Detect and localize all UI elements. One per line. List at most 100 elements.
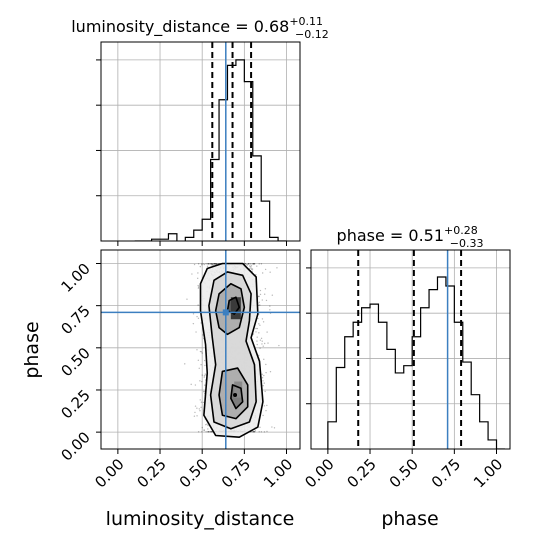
x-tick-labels: 0.00 0.25 0.50 0.75 1.00	[301, 455, 506, 491]
sample-point	[262, 321, 265, 323]
sample-point	[271, 294, 274, 296]
contour-line	[226, 296, 241, 315]
title-plus: +0.11	[289, 15, 323, 28]
title-median: 0.68	[254, 17, 290, 36]
sample-point	[247, 263, 250, 265]
sample-point	[207, 263, 209, 265]
quantile-lines	[357, 250, 463, 449]
sample-point	[196, 277, 199, 280]
sample-point	[199, 350, 202, 353]
sample-point	[265, 363, 267, 366]
histogram-tail-path	[134, 233, 178, 241]
sample-point	[210, 263, 213, 265]
sample-point	[269, 309, 271, 311]
sample-point	[215, 263, 217, 265]
sample-point	[259, 324, 261, 327]
sample-point	[265, 299, 268, 302]
sample-point	[201, 264, 203, 266]
sample-point	[258, 354, 260, 356]
sample-point	[197, 272, 199, 274]
sample-point	[250, 265, 253, 267]
x-axis-label-phase: phase	[381, 508, 438, 530]
sample-point	[209, 263, 212, 265]
sample-point	[190, 383, 192, 386]
sample-point	[252, 333, 255, 335]
sample-point	[246, 263, 248, 266]
posterior-2d-panel: 0.00 0.25 0.50 0.75 1.00 0.000.250.500.751.0…	[21, 249, 301, 530]
y-tick-labels: 0.00 0.25 0.50 0.75 1.00	[57, 260, 93, 465]
sample-point	[212, 264, 214, 266]
sample-point	[193, 415, 196, 417]
sample-point	[252, 263, 254, 265]
sample-point	[266, 331, 268, 333]
title-minus: −0.33	[450, 237, 484, 250]
sample-point	[263, 358, 265, 361]
sample-point	[197, 284, 199, 287]
density-peak	[234, 381, 243, 398]
sample-point	[265, 371, 267, 374]
sample-point	[246, 264, 248, 266]
sample-point	[202, 334, 204, 336]
tick-marks	[96, 262, 288, 454]
sample-point	[197, 286, 200, 288]
x-tick-label: 0.75	[428, 455, 464, 491]
sample-point	[201, 431, 203, 433]
sample-point	[261, 373, 263, 375]
sample-point	[261, 318, 264, 320]
y-tick-label: 0.50	[57, 344, 93, 380]
luminosity-distance-hist-panel: luminosity_distance = 0.68+0.11 −0.12	[71, 15, 329, 246]
sample-point	[201, 380, 203, 383]
histogram-step	[327, 276, 505, 449]
sample-point	[197, 287, 200, 289]
sample-point	[201, 352, 203, 354]
sample-point	[203, 391, 205, 393]
sample-point	[251, 268, 254, 270]
sample-point	[215, 263, 217, 265]
sample-point	[200, 363, 202, 366]
contour-line	[218, 367, 249, 420]
panel-frame	[100, 249, 301, 450]
sample-point	[256, 336, 258, 338]
sample-point	[263, 293, 266, 295]
contour-lines	[199, 262, 264, 438]
sample-point	[269, 271, 271, 273]
x-tick-label: 0.50	[176, 455, 212, 491]
histogram-path	[327, 276, 505, 449]
sample-point	[203, 263, 206, 266]
sample-point	[210, 263, 212, 265]
sample-point	[258, 332, 260, 334]
y-tick-label: 1.00	[57, 260, 93, 296]
sample-point	[269, 371, 272, 373]
sample-point	[198, 367, 200, 369]
sample-point	[263, 382, 265, 384]
sample-point	[256, 327, 259, 330]
x-tick-label: 1.00	[260, 455, 296, 491]
sample-point	[196, 349, 198, 351]
sample-point	[256, 343, 258, 346]
sample-point	[196, 415, 198, 417]
sample-point	[253, 263, 255, 265]
sample-point	[197, 359, 200, 361]
sample-point	[259, 426, 261, 429]
sample-point	[261, 299, 264, 301]
sample-point	[250, 263, 252, 265]
sample-point	[200, 401, 203, 403]
sample-point	[244, 262, 247, 265]
sample-point	[257, 304, 260, 306]
sample-point	[263, 405, 266, 407]
histogram-step	[134, 59, 287, 241]
sample-point	[203, 429, 205, 431]
sample-point	[253, 431, 256, 433]
y-tick-label: 0.75	[57, 302, 93, 338]
sample-point	[247, 263, 249, 265]
sample-point	[206, 265, 209, 268]
sample-point	[263, 342, 266, 345]
sample-point	[205, 423, 207, 426]
sample-point	[273, 427, 276, 429]
sample-point	[205, 263, 207, 265]
density-mode-dot	[233, 393, 238, 398]
sample-point	[202, 263, 204, 265]
contour-line	[214, 282, 246, 336]
title-plus: +0.28	[444, 224, 478, 237]
